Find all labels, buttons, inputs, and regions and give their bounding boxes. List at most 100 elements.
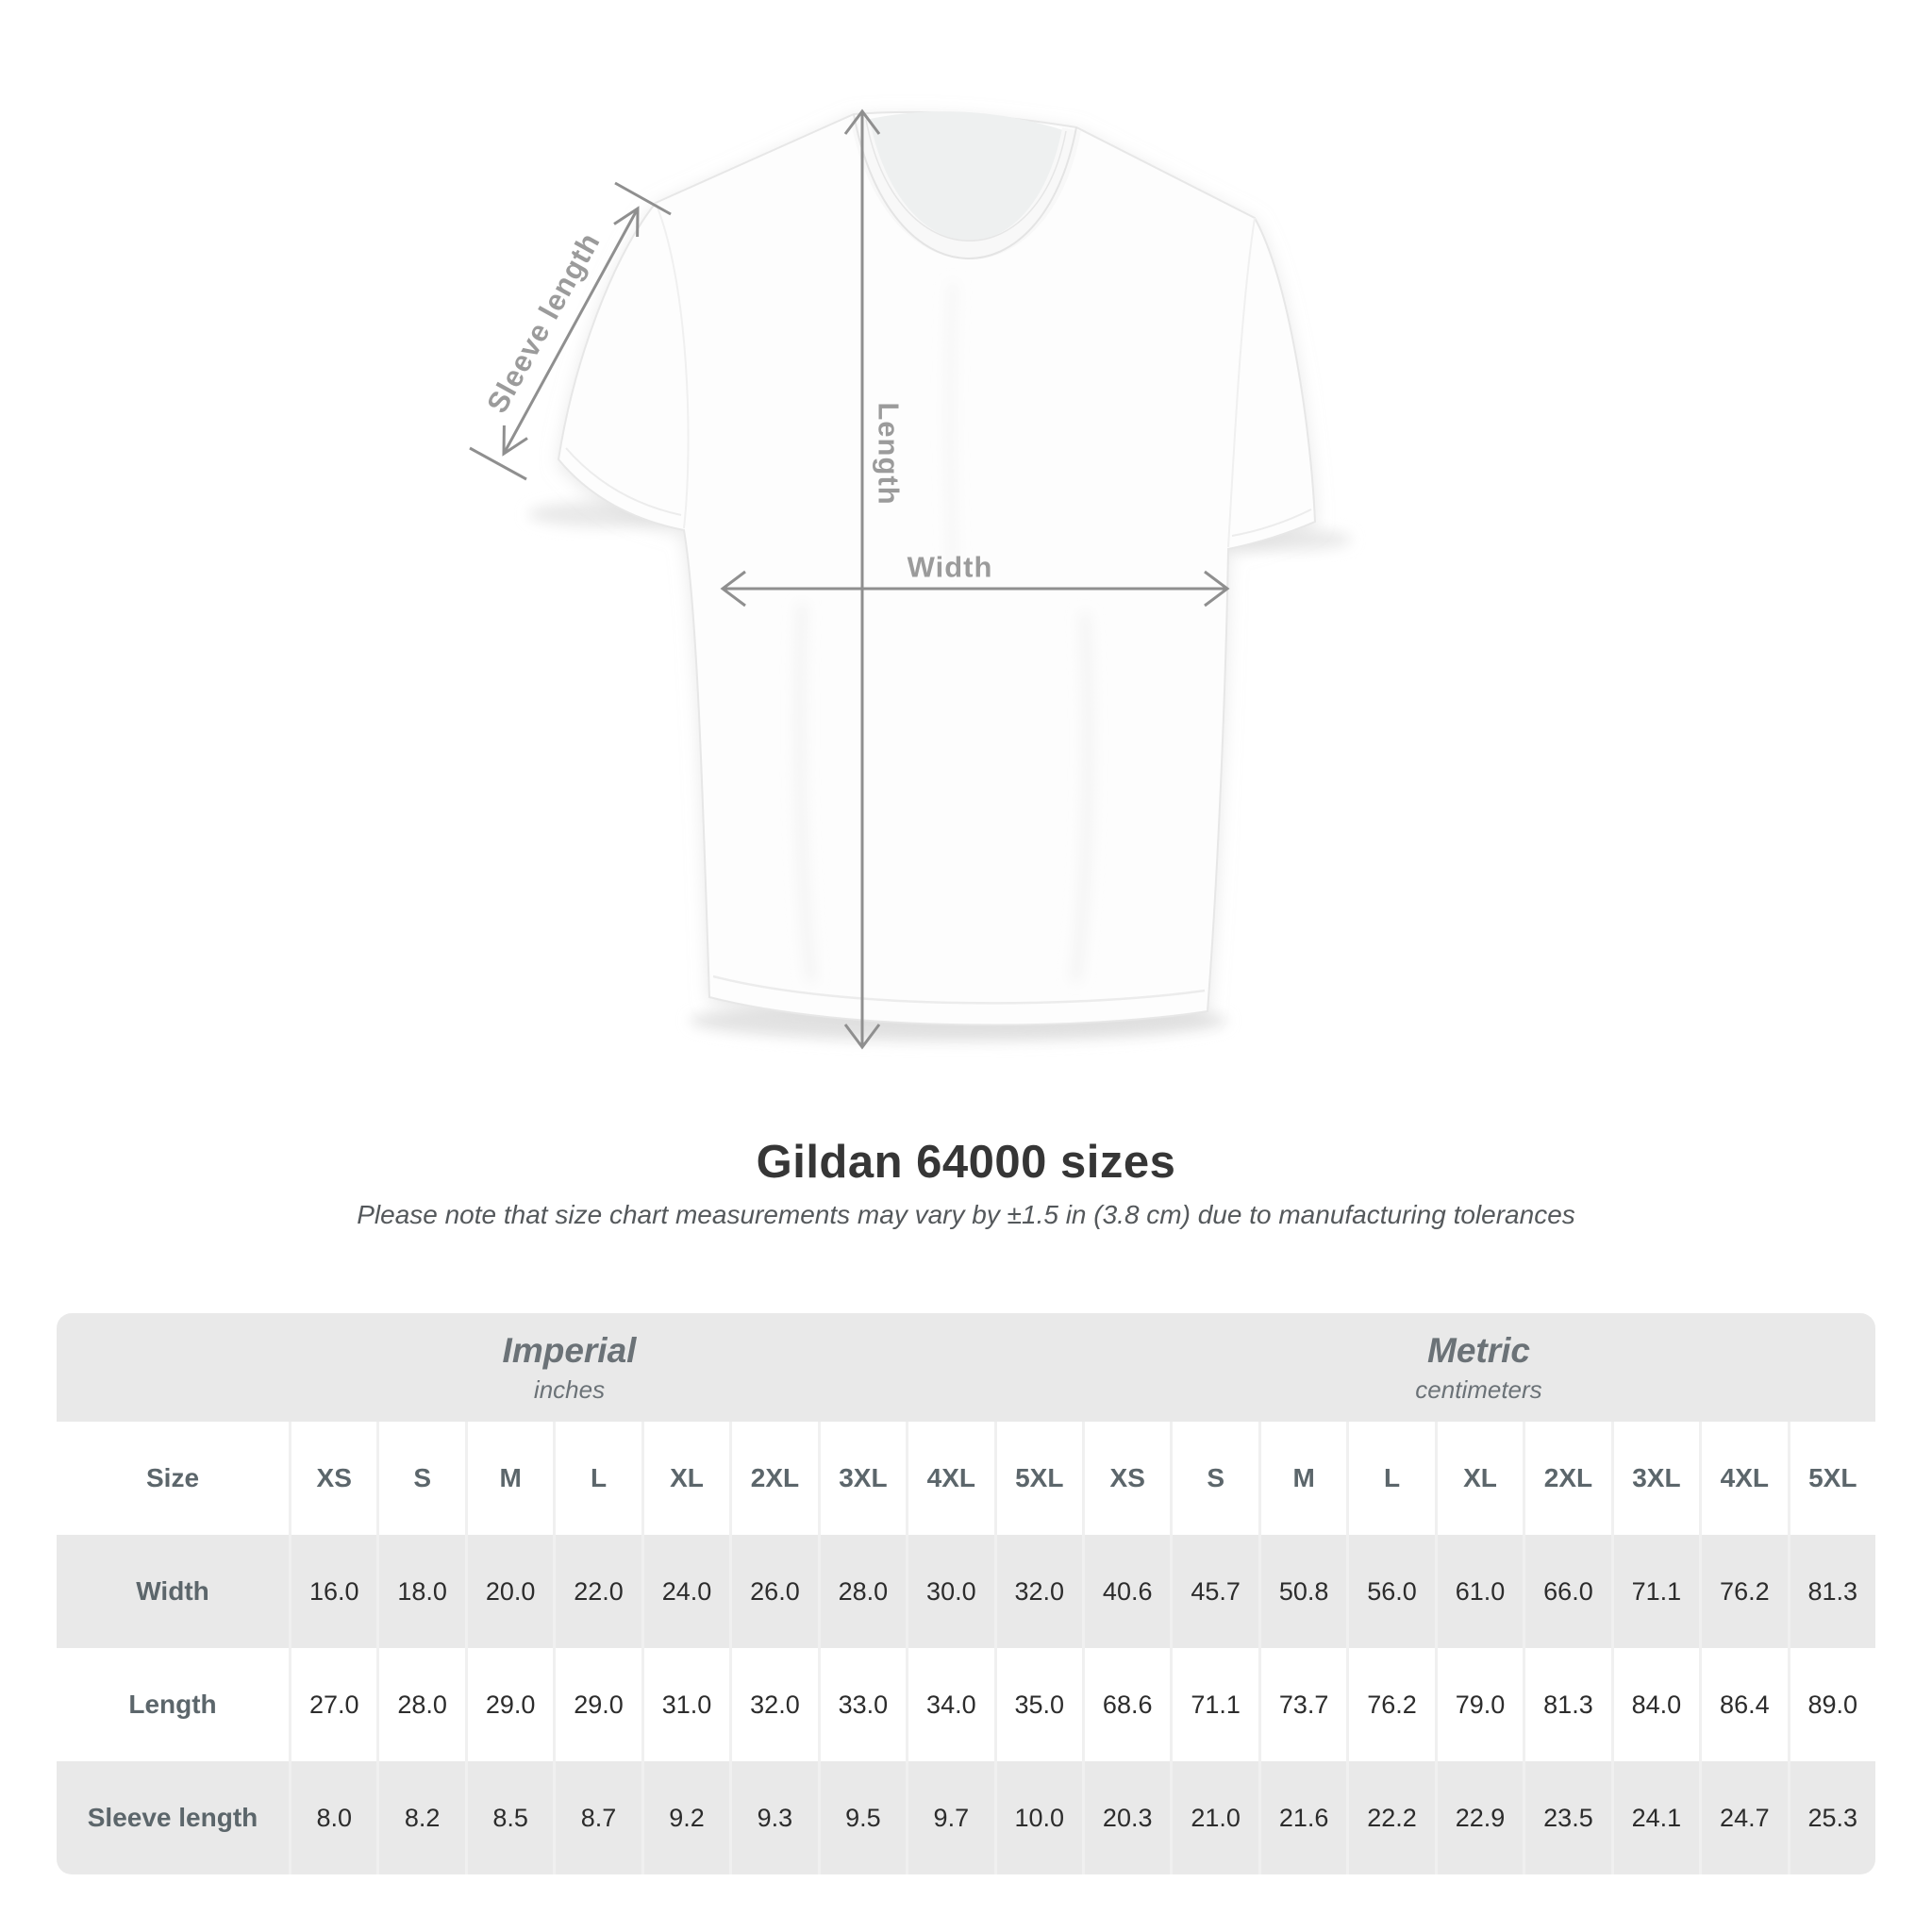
width-imperial-2xl: 26.0 [729,1535,817,1648]
width-metric-xs: 40.6 [1081,1535,1170,1648]
collar-ribbing [850,115,1081,260]
sleeve-length-imperial-s: 8.2 [376,1761,464,1874]
size-header-row: Size XS S M L XL 2XL 3XL 4XL 5XL XS S M L XL 2XL 3XL 4XL 5… [57,1422,1875,1535]
col-header-metric-m: M [1257,1422,1346,1535]
right-sleeve-hem-stitch [1231,508,1312,537]
sleeve-end-tick-top [614,181,672,216]
bottom-hem-stitch [712,974,1206,1005]
sleeve-length-metric-l: 22.2 [1346,1761,1434,1874]
col-header-imperial-xl: XL [641,1422,729,1535]
length-imperial-xl: 31.0 [641,1648,729,1761]
length-arrowhead-bottom [843,1024,881,1050]
metric-unit: centimeters [1415,1374,1542,1404]
wrinkle [1071,612,1093,982]
col-header-imperial-4xl: 4XL [906,1422,993,1535]
length-imperial-l: 29.0 [553,1648,641,1761]
width-metric-3xl: 71.1 [1610,1535,1699,1648]
length-imperial-4xl: 34.0 [906,1648,993,1761]
length-metric-m: 73.7 [1257,1648,1346,1761]
row-label-sleeve-length: Sleeve length [87,1803,258,1832]
sleeve-length-imperial-3xl: 9.5 [817,1761,906,1874]
col-header-metric-5xl: 5XL [1787,1422,1875,1535]
width-arrowhead-right [1204,570,1230,608]
width-metric-2xl: 66.0 [1523,1535,1610,1648]
sleeve-length-metric-3xl: 24.1 [1610,1761,1699,1874]
width-metric-xl: 61.0 [1434,1535,1523,1648]
collar-seam-inner [865,119,1067,242]
length-metric-3xl: 84.0 [1610,1648,1699,1761]
row-label-length: Length [128,1690,217,1719]
col-header-imperial-m: M [464,1422,553,1535]
sleeve-arrowhead-top [613,206,640,238]
sleeve-length-imperial-2xl: 9.3 [729,1761,817,1874]
sleeve-length-metric-s: 21.0 [1170,1761,1257,1874]
length-arrowhead-top [843,108,881,135]
wrinkle [795,603,816,982]
width-metric-5xl: 81.3 [1787,1535,1875,1648]
length-metric-xs: 68.6 [1081,1648,1170,1761]
col-header-imperial-l: L [553,1422,641,1535]
col-header-imperial-2xl: 2XL [729,1422,817,1535]
sleeve-length-imperial-m: 8.5 [464,1761,553,1874]
page-title: Gildan 64000 sizes [756,1137,1176,1188]
width-metric-m: 50.8 [1257,1535,1346,1648]
sleeve-length-imperial-xs: 8.0 [289,1761,376,1874]
collar-seam-outer [853,113,1077,259]
length-imperial-xs: 27.0 [289,1648,376,1761]
col-header-size: Size [145,1463,200,1492]
col-header-imperial-5xl: 5XL [993,1422,1082,1535]
sleeve-length-metric-5xl: 25.3 [1787,1761,1875,1874]
tshirt-measurement-figure: Sleeve length Length Width [469,108,1352,1050]
sleeve-length-metric-2xl: 23.5 [1523,1761,1610,1874]
width-imperial-5xl: 32.0 [993,1535,1082,1648]
measurement-row-width: Width 16.0 18.0 20.0 22.0 24.0 26.0 28.0 30.0 32.… [57,1535,1875,1648]
sleeve-length-imperial-4xl: 9.7 [906,1761,993,1874]
length-imperial-m: 29.0 [464,1648,553,1761]
width-imperial-m: 20.0 [464,1535,553,1648]
width-imperial-s: 18.0 [376,1535,464,1648]
length-metric-4xl: 86.4 [1699,1648,1787,1761]
width-imperial-xl: 24.0 [641,1535,729,1648]
length-imperial-s: 28.0 [376,1648,464,1761]
width-imperial-xs: 16.0 [289,1535,376,1648]
imperial-unit: inches [533,1374,606,1404]
imperial-title: Imperial [502,1330,637,1370]
metric-title: Metric [1427,1330,1530,1370]
width-imperial-l: 22.0 [553,1535,641,1648]
measurement-row-length: Length 27.0 28.0 29.0 29.0 31.0 32.0 33.0 34.0 35… [57,1648,1875,1761]
sleeve-length-metric-m: 21.6 [1257,1761,1346,1874]
sleeve-length-metric-xl: 22.9 [1434,1761,1523,1874]
col-header-metric-2xl: 2XL [1523,1422,1610,1535]
measurement-row-sleeve-length: Sleeve length 8.0 8.2 8.5 8.7 9.2 9.3 9.5 9.7 10.… [57,1761,1875,1874]
sleeve-length-imperial-l: 8.7 [553,1761,641,1874]
length-imperial-5xl: 35.0 [993,1648,1082,1761]
col-header-metric-xl: XL [1434,1422,1523,1535]
row-label-width: Width [136,1576,209,1606]
right-armhole-seam [1227,217,1256,548]
col-header-metric-xs: XS [1081,1422,1170,1535]
size-table-body: Size XS S M L XL 2XL 3XL 4XL 5XL XS S M L XL 2XL 3XL 4XL 5… [57,1422,1875,1874]
width-imperial-4xl: 30.0 [906,1535,993,1648]
length-metric-l: 76.2 [1346,1648,1434,1761]
col-header-metric-s: S [1170,1422,1257,1535]
left-armhole-seam [655,202,690,529]
tshirt-body [557,110,1317,1026]
sleeve-length-imperial-xl: 9.2 [641,1761,729,1874]
width-metric-s: 45.7 [1170,1535,1257,1648]
unit-header-band: Imperial inches Metric centimeters [57,1313,1875,1422]
sleeve-arrowhead-bottom [502,425,528,457]
col-header-metric-3xl: 3XL [1610,1422,1699,1535]
col-header-imperial-s: S [376,1422,464,1535]
sleeve-end-tick-bottom [469,446,527,481]
left-sleeve-hem-stitch [565,447,682,516]
collar-opening [866,111,1066,242]
sleeve-length-metric-4xl: 24.7 [1699,1761,1787,1874]
width-label: Width [908,551,993,584]
col-header-imperial-3xl: 3XL [817,1422,906,1535]
size-table: Imperial inches Metric centimeters Size X… [57,1313,1875,1874]
page-subtitle: Please note that size chart measurements… [357,1200,1575,1229]
col-header-imperial-xs: XS [289,1422,376,1535]
length-metric-xl: 79.0 [1434,1648,1523,1761]
metric-header: Metric centimeters [1082,1313,1875,1422]
